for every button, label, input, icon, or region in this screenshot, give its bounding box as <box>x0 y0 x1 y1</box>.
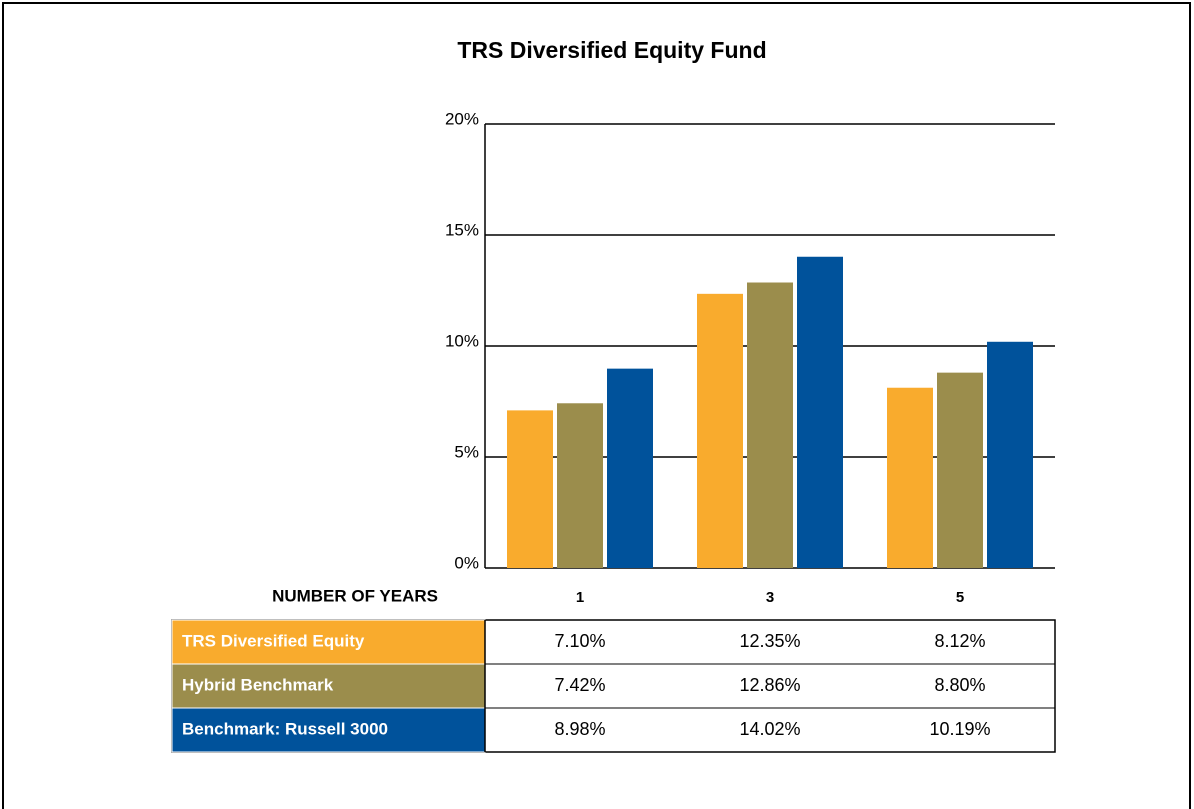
legend-label: TRS Diversified Equity <box>182 631 365 650</box>
bar <box>507 410 553 568</box>
bar <box>937 372 983 568</box>
y-tick-label: 0% <box>454 553 479 572</box>
table-value: 10.19% <box>929 719 990 739</box>
table-value: 8.98% <box>554 719 605 739</box>
bar <box>887 387 933 568</box>
bar <box>747 282 793 568</box>
y-tick-label: 20% <box>445 109 479 128</box>
legend-label: Benchmark: Russell 3000 <box>182 719 388 738</box>
table-value: 7.42% <box>554 675 605 695</box>
x-tick-label: 3 <box>766 589 774 606</box>
x-axis-label: NUMBER OF YEARS <box>272 586 438 605</box>
y-tick-label: 5% <box>454 442 479 461</box>
table-value: 14.02% <box>739 719 800 739</box>
bar <box>697 293 743 568</box>
legend-swatch <box>171 619 486 665</box>
bar <box>557 403 603 568</box>
x-tick-label: 1 <box>576 589 584 606</box>
bar <box>987 341 1033 568</box>
x-tick-label: 5 <box>956 589 964 606</box>
table-value: 7.10% <box>554 631 605 651</box>
table-value: 12.35% <box>739 631 800 651</box>
y-tick-label: 10% <box>445 331 479 350</box>
table-value: 8.80% <box>934 675 985 695</box>
legend-swatch <box>171 663 486 709</box>
legend-label: Hybrid Benchmark <box>182 675 334 694</box>
y-tick-label: 15% <box>445 220 479 239</box>
table-value: 12.86% <box>739 675 800 695</box>
chart-title: TRS Diversified Equity Fund <box>457 37 766 63</box>
table-value: 8.12% <box>934 631 985 651</box>
bar <box>607 368 653 568</box>
bar <box>797 256 843 568</box>
